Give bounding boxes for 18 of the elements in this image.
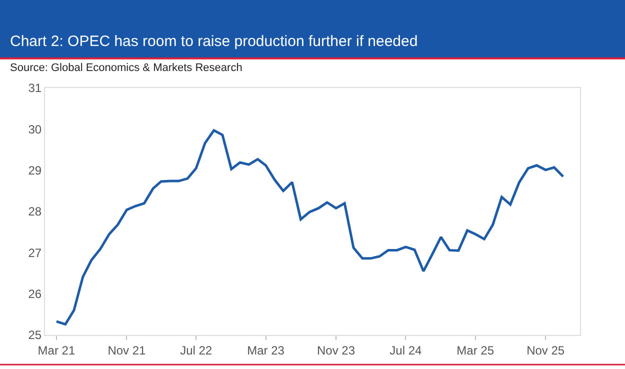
chart-title: Chart 2: OPEC has room to raise production further if needed [10, 33, 418, 50]
x-tick-label: Jul 24 [390, 343, 422, 358]
y-tick-label: 26 [28, 287, 42, 302]
x-tick-label: Mar 23 [247, 343, 285, 358]
x-tick-label: Nov 21 [108, 343, 146, 358]
x-tick-label: Mar 21 [38, 343, 76, 358]
x-tick-label: Nov 23 [316, 343, 356, 358]
y-tick-label: 27 [28, 246, 42, 260]
y-tick-label: 25 [28, 328, 42, 342]
chart-subtitle: Source: Global Economics & Markets Research [10, 62, 242, 74]
y-tick-label: 28 [28, 204, 42, 219]
x-tick-label: Jul 22 [180, 343, 212, 358]
x-tick-label: Mar 25 [456, 343, 494, 358]
y-tick-label: 31 [28, 81, 42, 96]
y-tick-label: 29 [28, 164, 42, 178]
x-tick-label: Nov 25 [526, 343, 565, 358]
line-series [55, 129, 564, 326]
y-tick-label: 30 [28, 122, 42, 136]
